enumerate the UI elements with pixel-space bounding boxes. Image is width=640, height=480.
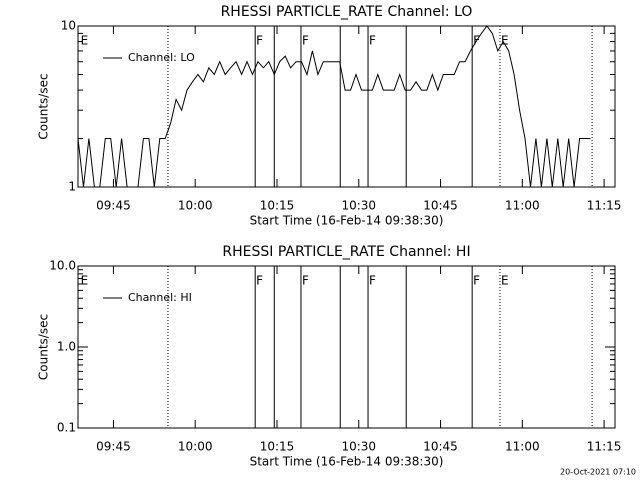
legend-label: Channel: LO xyxy=(128,51,195,64)
legend-label: Channel: HI xyxy=(128,291,192,304)
y-tick-label: 1 xyxy=(68,180,76,194)
x-tick-label: 09:45 xyxy=(96,199,131,213)
event-flag: F xyxy=(256,34,263,48)
event-flag: E xyxy=(81,274,89,288)
event-flag: F xyxy=(302,274,309,288)
x-tick-label: 10:00 xyxy=(178,440,213,454)
x-tick-label: 10:00 xyxy=(178,199,213,213)
x-tick-label: 10:45 xyxy=(423,199,458,213)
y-tick-label: 10 xyxy=(61,19,76,33)
event-flag: F xyxy=(256,274,263,288)
y-tick-label: 10.0 xyxy=(49,259,76,273)
x-tick-label: 10:45 xyxy=(423,440,458,454)
x-axis-label: Start Time (16-Feb-14 09:38:30) xyxy=(250,214,444,228)
event-flag: F xyxy=(369,274,376,288)
chart-title: RHESSI PARTICLE_RATE Channel: LO xyxy=(221,4,473,20)
y-axis-label: Counts/sec xyxy=(37,73,51,139)
plot-frame xyxy=(77,25,616,188)
x-tick-label: 11:00 xyxy=(505,199,540,213)
data-line xyxy=(77,25,591,188)
y-tick-label: 1.0 xyxy=(57,340,76,354)
x-tick-label: 11:15 xyxy=(587,199,622,213)
event-flag: F xyxy=(369,34,376,48)
x-tick-label: 09:45 xyxy=(96,440,131,454)
event-flag: E xyxy=(501,274,509,288)
event-flag: E xyxy=(501,34,509,48)
event-flag: F xyxy=(302,34,309,48)
x-tick-label: 10:15 xyxy=(260,199,295,213)
x-tick-label: 10:30 xyxy=(341,440,376,454)
y-axis-label: Counts/sec xyxy=(37,314,51,380)
y-tick-label: 0.1 xyxy=(57,421,76,435)
x-tick-label: 11:00 xyxy=(505,440,540,454)
x-tick-label: 11:15 xyxy=(587,440,622,454)
x-tick-label: 10:15 xyxy=(260,440,295,454)
event-flag: F xyxy=(473,274,480,288)
chart-title: RHESSI PARTICLE_RATE Channel: HI xyxy=(222,244,470,260)
footer: 20-Oct-2021 07:10 xyxy=(560,468,636,477)
x-axis-label: Start Time (16-Feb-14 09:38:30) xyxy=(250,455,444,469)
event-flag: E xyxy=(81,34,89,48)
x-tick-label: 10:30 xyxy=(341,199,376,213)
